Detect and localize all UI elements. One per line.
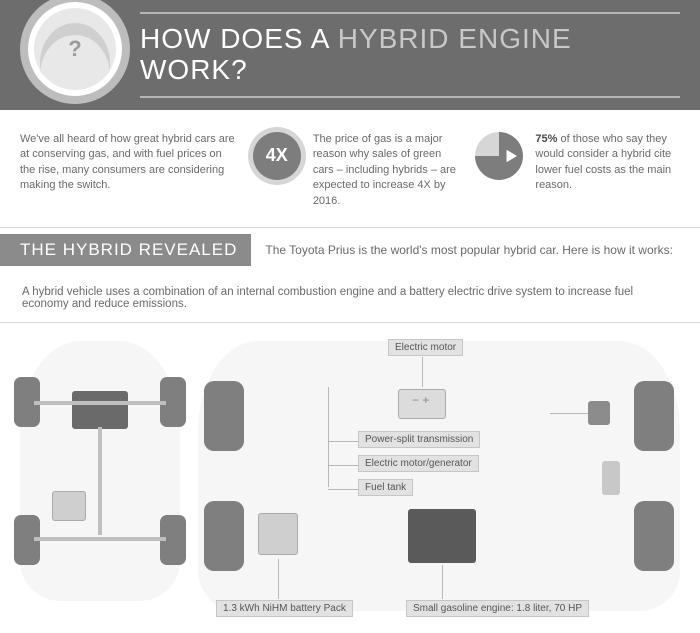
intro-text-3: 75% of those who say they would consider… bbox=[535, 132, 680, 194]
leader-line bbox=[328, 465, 358, 466]
revealed-tag: THE HYBRID REVEALED bbox=[0, 234, 251, 266]
leader-line bbox=[442, 565, 443, 599]
electric-motor-icon bbox=[588, 401, 610, 425]
intro-text-2: The price of gas is a major reason why s… bbox=[313, 132, 458, 209]
title-pre: HOW DOES A bbox=[140, 23, 329, 54]
fuel-tank-icon bbox=[52, 491, 86, 521]
leader-line bbox=[328, 489, 358, 490]
label-gas-engine: Small gasoline engine: 1.8 liter, 70 HP bbox=[406, 600, 589, 617]
wheel-icon bbox=[204, 501, 244, 571]
intro-col-2: 4X The price of gas is a major reason wh… bbox=[253, 132, 458, 209]
stat-pie-icon bbox=[475, 132, 523, 180]
title-post: WORK? bbox=[140, 54, 248, 85]
gas-engine-icon bbox=[408, 509, 476, 563]
label-motor-generator: Electric motor/generator bbox=[358, 455, 479, 472]
car-silhouette-icon bbox=[40, 23, 110, 75]
car-conventional bbox=[20, 341, 180, 601]
intro-col-3: 75% of those who say they would consider… bbox=[475, 132, 680, 209]
diagram-row: − + Power-split transmission Electric mo… bbox=[0, 323, 700, 633]
label-battery-pack: 1.3 kWh NiHM battery Pack bbox=[216, 600, 353, 617]
label-power-split: Power-split transmission bbox=[358, 431, 480, 448]
aux-icon bbox=[602, 461, 620, 495]
section-revealed: THE HYBRID REVEALED The Toyota Prius is … bbox=[0, 228, 700, 272]
intro-row: We've all heard of how great hybrid cars… bbox=[0, 110, 700, 228]
axle-icon bbox=[34, 537, 166, 541]
leader-line bbox=[550, 413, 588, 414]
axle-icon bbox=[34, 401, 166, 405]
engine-icon bbox=[72, 391, 128, 429]
label-electric-motor: Electric motor bbox=[388, 339, 463, 356]
wheel-icon bbox=[634, 501, 674, 571]
stat-4x-icon: 4X bbox=[253, 132, 301, 180]
revealed-lead: A hybrid vehicle uses a combination of a… bbox=[0, 272, 700, 323]
leader-line bbox=[328, 387, 329, 487]
header-badge bbox=[20, 0, 130, 104]
stat-pct: 75% bbox=[535, 133, 557, 145]
page-title: HOW DOES A HYBRID ENGINE WORK? bbox=[140, 12, 680, 98]
leader-line bbox=[422, 357, 423, 387]
header: HOW DOES A HYBRID ENGINE WORK? bbox=[0, 0, 700, 110]
label-fuel-tank: Fuel tank bbox=[358, 479, 413, 496]
leader-line bbox=[328, 441, 358, 442]
title-highlight: HYBRID ENGINE bbox=[338, 23, 572, 54]
revealed-subtitle: The Toyota Prius is the world's most pop… bbox=[265, 243, 673, 257]
intro-text-1: We've all heard of how great hybrid cars… bbox=[20, 132, 235, 194]
intro-col-1: We've all heard of how great hybrid cars… bbox=[20, 132, 235, 209]
battery-pack-icon bbox=[258, 513, 298, 555]
wheel-icon bbox=[634, 381, 674, 451]
battery-plus-icon: − + bbox=[412, 393, 429, 407]
leader-line bbox=[278, 559, 279, 599]
car-hybrid: − + Power-split transmission Electric mo… bbox=[198, 341, 680, 611]
wheel-icon bbox=[204, 381, 244, 451]
driveshaft-icon bbox=[98, 427, 102, 535]
